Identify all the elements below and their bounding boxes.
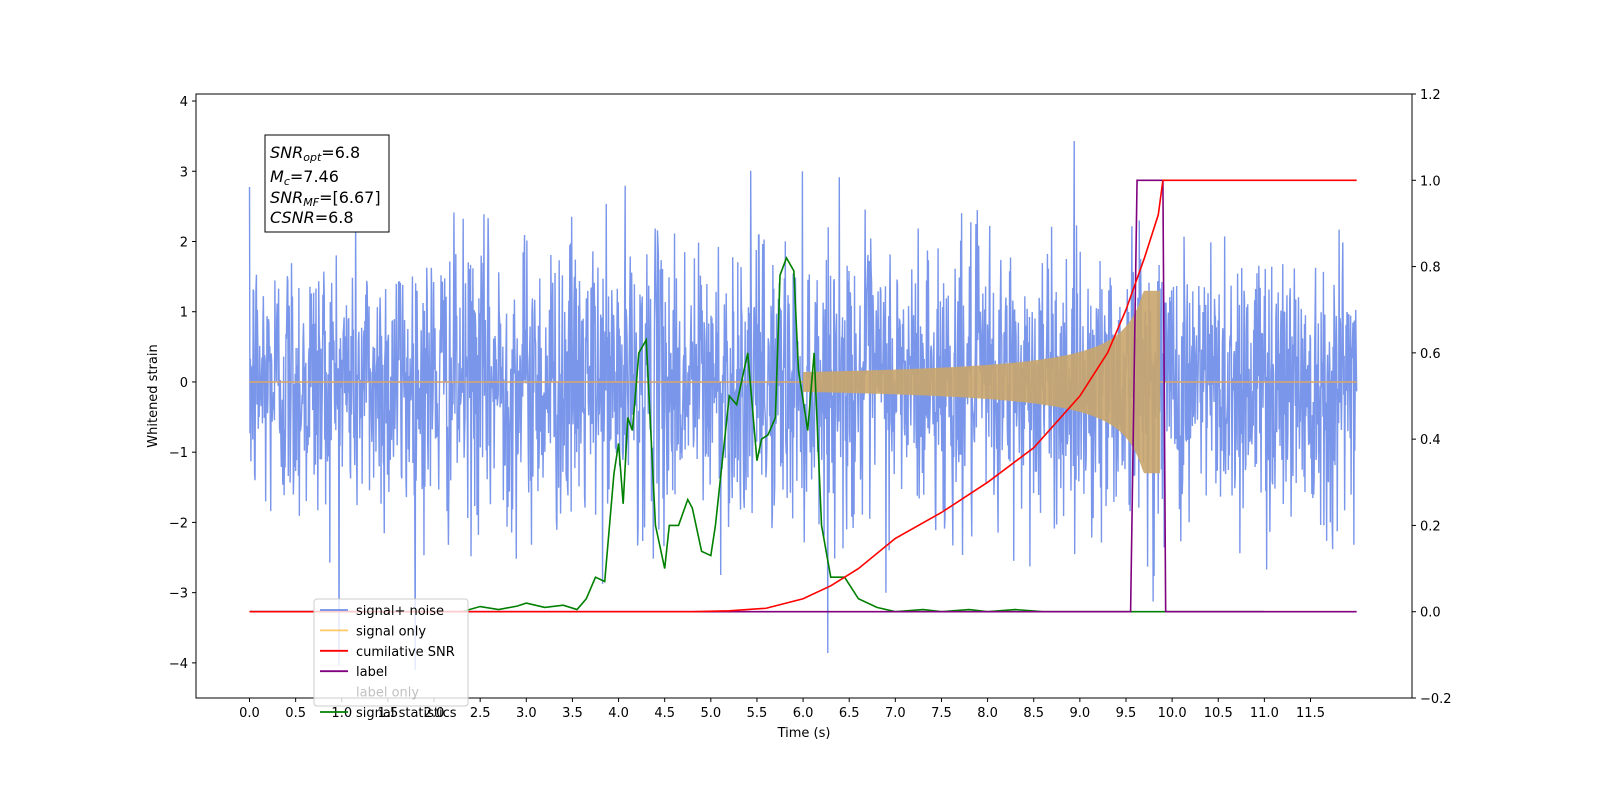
annotation-snr-mf: SNRMF=[6.67] [270,188,381,209]
right-y-tick-label: 1.2 [1420,88,1441,103]
legend: signal+ noise signal only cumilative SNR la… [313,598,469,721]
annotation-box: SNRopt=6.8 Mc=7.46 SNRMF=[6.67] CSNR=6.8 [264,134,390,233]
x-tick-label: 0.0 [239,706,260,721]
annotation-frame [264,134,390,233]
x-tick-label: 11.0 [1250,706,1279,721]
left-y-tick-label: 0 [180,376,188,391]
signal-only-chirp [803,290,1161,474]
x-tick-label: 1.0 [331,706,352,721]
label-line [249,179,1357,613]
right-y-tick-label: 0.6 [1420,347,1441,362]
x-tick-label: 8.0 [977,706,998,721]
x-tick-label: 6.5 [839,706,860,721]
plot-frame [195,93,1413,699]
x-tick-label: 4.5 [654,706,675,721]
left-y-tick-label: 2 [180,235,188,250]
x-tick-label: 3.5 [562,706,583,721]
right-y-tick-label: −0.2 [1420,692,1452,707]
left-y-axis: 4 3 2 1 0 −1 −2 −3 −4 [169,95,196,672]
left-y-tick-label: −2 [169,516,188,531]
cumilative-snr-line [249,179,1357,613]
legend-label: signal statistics [356,706,457,721]
legend-label: label [356,665,387,680]
signal-statistics-line [249,256,1265,613]
legend-label: signal+ noise [356,604,444,619]
x-axis: 0.0 0.5 1.0 1.5 2.0 2.5 3.0 3.5 4.0 4.5 5.0 5.5 6.0 6… [239,698,1325,721]
x-tick-label: 7.0 [885,706,906,721]
x-tick-label: 2.0 [424,706,445,721]
legend-label: label only [356,686,419,701]
x-tick-label: 10.0 [1158,706,1187,721]
x-tick-label: 11.5 [1296,706,1325,721]
annotation-mc: Mc=7.46 [270,167,339,188]
x-tick-label: 7.5 [931,706,952,721]
x-tick-label: 10.5 [1204,706,1233,721]
plot-area [248,141,1358,670]
legend-frame [313,598,469,707]
x-tick-label: 9.5 [1116,706,1137,721]
x-tick-label: 9.0 [1070,706,1091,721]
y-axis-label: Whitened strain [146,344,161,447]
left-y-tick-label: 4 [180,95,188,110]
x-tick-label: 6.0 [793,706,814,721]
x-tick-label: 8.5 [1023,706,1044,721]
x-tick-label: 3.0 [516,706,537,721]
legend-label: signal only [356,624,426,639]
x-tick-label: 1.5 [378,706,399,721]
right-y-tick-label: 0.2 [1420,519,1441,534]
left-y-tick-label: 3 [180,165,188,180]
left-y-tick-label: 1 [180,306,188,321]
legend-label: cumilative SNR [356,645,455,660]
annotation-snr-opt: SNRopt=6.8 [270,143,360,164]
left-y-tick-label: −3 [169,587,188,602]
right-y-tick-label: 0.0 [1420,606,1441,621]
x-tick-label: 5.0 [700,706,721,721]
signal-only-series [249,290,1357,474]
x-tick-label: 0.5 [285,706,306,721]
right-y-tick-label: 0.8 [1420,261,1441,276]
x-axis-label: Time (s) [777,726,831,741]
right-y-tick-label: 1.0 [1420,174,1441,189]
x-tick-label: 5.5 [747,706,768,721]
x-tick-label: 4.0 [608,706,629,721]
right-y-tick-label: 0.4 [1420,433,1441,448]
x-tick-label: 2.5 [470,706,491,721]
left-y-tick-label: −1 [169,446,188,461]
left-y-tick-label: −4 [169,657,188,672]
right-y-axis: 1.2 1.0 0.8 0.6 0.4 0.2 0.0 −0.2 [1412,88,1452,707]
right-axis-series [249,179,1357,613]
annotation-csnr: CSNR=6.8 [270,208,354,227]
